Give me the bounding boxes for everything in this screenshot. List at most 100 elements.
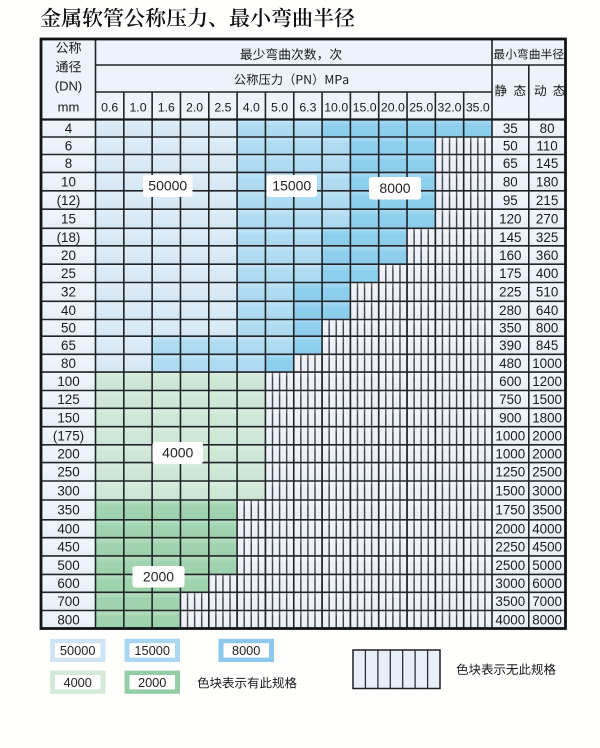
svg-text:215: 215 [536, 193, 558, 208]
svg-text:4000: 4000 [495, 612, 525, 627]
svg-text:25.0: 25.0 [409, 101, 433, 115]
svg-text:15.0: 15.0 [353, 101, 377, 115]
svg-text:65: 65 [503, 156, 518, 171]
svg-text:200: 200 [57, 447, 79, 462]
svg-text:3000: 3000 [495, 576, 525, 591]
svg-text:845: 845 [536, 338, 558, 353]
svg-text:32: 32 [61, 285, 76, 300]
svg-text:1.6: 1.6 [158, 101, 175, 115]
svg-text:350: 350 [499, 321, 521, 336]
svg-text:0.6: 0.6 [101, 101, 118, 115]
svg-text:400: 400 [57, 522, 79, 537]
svg-text:32.0: 32.0 [438, 101, 462, 115]
svg-text:2000: 2000 [532, 447, 562, 462]
svg-text:(175): (175) [53, 429, 84, 444]
svg-text:15000: 15000 [272, 178, 311, 194]
svg-text:4000: 4000 [162, 445, 193, 461]
svg-text:390: 390 [499, 338, 521, 353]
svg-text:10.0: 10.0 [324, 101, 348, 115]
svg-text:2000: 2000 [143, 568, 174, 584]
svg-text:6000: 6000 [532, 576, 562, 591]
svg-text:750: 750 [499, 392, 521, 407]
svg-text:8: 8 [65, 156, 72, 171]
svg-text:3000: 3000 [532, 483, 562, 498]
svg-text:2000: 2000 [495, 522, 525, 537]
svg-text:2.0: 2.0 [186, 101, 203, 115]
svg-text:20.0: 20.0 [381, 101, 405, 115]
svg-text:80: 80 [61, 356, 76, 371]
svg-text:1800: 1800 [532, 410, 562, 425]
svg-text:250: 250 [57, 465, 79, 480]
svg-text:500: 500 [57, 558, 79, 573]
svg-text:900: 900 [499, 410, 521, 425]
svg-text:50: 50 [503, 139, 518, 154]
svg-text:4000: 4000 [63, 675, 91, 690]
svg-text:20: 20 [61, 248, 76, 263]
svg-text:350: 350 [57, 503, 79, 518]
svg-text:145: 145 [499, 230, 521, 245]
svg-text:2000: 2000 [532, 429, 562, 444]
svg-text:3500: 3500 [532, 503, 562, 518]
svg-text:2000: 2000 [138, 675, 166, 690]
svg-text:480: 480 [499, 356, 521, 371]
svg-text:800: 800 [536, 321, 558, 336]
svg-text:15000: 15000 [134, 643, 170, 658]
svg-text:25: 25 [61, 266, 76, 281]
svg-text:5000: 5000 [532, 558, 562, 573]
svg-text:65: 65 [61, 338, 76, 353]
svg-text:6.3: 6.3 [299, 101, 316, 115]
svg-text:360: 360 [536, 248, 558, 263]
svg-text:160: 160 [499, 248, 521, 263]
svg-text:700: 700 [57, 594, 79, 609]
svg-text:325: 325 [536, 230, 558, 245]
svg-text:225: 225 [499, 285, 521, 300]
svg-text:4.0: 4.0 [243, 101, 260, 115]
svg-text:120: 120 [499, 212, 521, 227]
svg-text:50: 50 [61, 321, 76, 336]
svg-text:2.5: 2.5 [214, 101, 231, 115]
svg-text:2500: 2500 [495, 558, 525, 573]
svg-text:180: 180 [536, 174, 558, 189]
svg-text:145: 145 [536, 156, 558, 171]
svg-text:1750: 1750 [495, 503, 525, 518]
svg-text:(DN): (DN) [55, 79, 82, 94]
svg-text:270: 270 [536, 212, 558, 227]
svg-text:6: 6 [65, 139, 72, 154]
svg-text:5.0: 5.0 [271, 101, 288, 115]
svg-text:1500: 1500 [495, 483, 525, 498]
svg-text:50000: 50000 [148, 178, 187, 194]
svg-text:300: 300 [57, 483, 79, 498]
svg-text:50000: 50000 [60, 643, 96, 658]
svg-text:8000: 8000 [232, 643, 260, 658]
svg-text:600: 600 [57, 576, 79, 591]
svg-text:35: 35 [503, 121, 518, 136]
svg-text:8000: 8000 [379, 180, 410, 196]
svg-text:4500: 4500 [532, 540, 562, 555]
svg-text:640: 640 [536, 303, 558, 318]
svg-text:95: 95 [503, 193, 518, 208]
svg-text:450: 450 [57, 540, 79, 555]
svg-text:2500: 2500 [532, 465, 562, 480]
svg-text:1200: 1200 [532, 374, 562, 389]
svg-text:175: 175 [499, 266, 521, 281]
svg-text:510: 510 [536, 285, 558, 300]
svg-text:4: 4 [65, 121, 73, 136]
svg-text:(18): (18) [57, 230, 81, 245]
svg-text:2250: 2250 [495, 540, 525, 555]
svg-text:1000: 1000 [495, 429, 525, 444]
svg-text:7000: 7000 [532, 594, 562, 609]
svg-text:15: 15 [61, 212, 76, 227]
svg-text:4000: 4000 [532, 522, 562, 537]
svg-text:3500: 3500 [495, 594, 525, 609]
svg-text:mm: mm [58, 100, 80, 115]
svg-text:150: 150 [57, 410, 79, 425]
svg-text:8000: 8000 [532, 612, 562, 627]
svg-text:1000: 1000 [532, 356, 562, 371]
svg-text:(12): (12) [57, 193, 81, 208]
svg-text:400: 400 [536, 266, 558, 281]
svg-text:1.0: 1.0 [129, 101, 146, 115]
svg-text:80: 80 [503, 174, 518, 189]
svg-text:800: 800 [57, 612, 79, 627]
svg-text:280: 280 [499, 303, 521, 318]
svg-text:100: 100 [57, 374, 79, 389]
